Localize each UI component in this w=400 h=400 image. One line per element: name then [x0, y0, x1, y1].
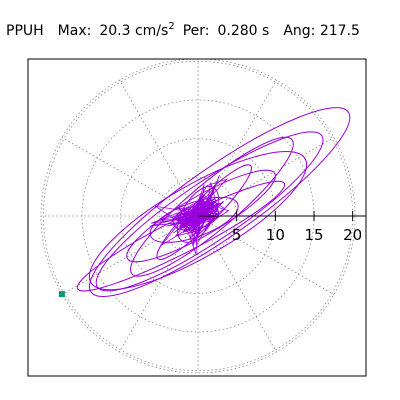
motion-trace-3 [88, 151, 308, 291]
radial-tick-label-15: 15 [304, 226, 323, 244]
grid-spoke-120 [119, 79, 199, 217]
motion-trace-4 [130, 136, 294, 277]
angle-value: 217.5 [319, 23, 360, 39]
period-unit: s [262, 23, 270, 39]
plot-frame [27, 58, 367, 377]
start-marker [58, 291, 65, 298]
radial-tick-label-20: 20 [343, 226, 362, 244]
period-label: Per: [182, 23, 210, 39]
angle-label: Ang: [283, 23, 316, 39]
radial-tick-label-5: 5 [232, 226, 242, 244]
radial-tick-label-10: 10 [266, 226, 285, 244]
max-unit-exponent: 2 [168, 21, 175, 32]
grid-spoke-240 [119, 215, 199, 353]
period-value: 0.280 [217, 23, 258, 39]
max-label: Max: [57, 23, 92, 39]
motion-trace-6 [126, 169, 276, 263]
max-unit: cm/s [134, 23, 169, 39]
motion-traces [58, 107, 351, 298]
max-value: 20.3 [99, 23, 131, 39]
axes: 5 10 15 20 [198, 211, 366, 244]
motion-trace-1 [89, 107, 351, 298]
motion-trace-2 [95, 131, 324, 292]
motion-trace-tangle [149, 174, 230, 255]
plot-header: PPUH Max: 20.3 cm/s2 Per: 0.280 s Ang: 217.5 [6, 16, 360, 39]
station-code: PPUH [6, 23, 44, 39]
